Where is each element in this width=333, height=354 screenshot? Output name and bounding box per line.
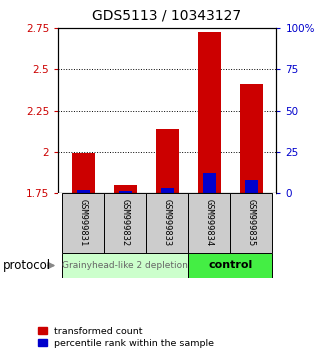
- Bar: [72, 153, 95, 193]
- Bar: [245, 180, 257, 193]
- Bar: [63, 193, 105, 253]
- Legend: transformed count, percentile rank within the sample: transformed count, percentile rank withi…: [38, 327, 214, 348]
- Bar: [161, 188, 174, 193]
- Text: GSM999831: GSM999831: [79, 199, 88, 247]
- Bar: [147, 193, 188, 253]
- Bar: [77, 190, 90, 193]
- Text: control: control: [208, 261, 252, 270]
- Bar: [119, 191, 132, 193]
- Text: GSM999835: GSM999835: [247, 199, 256, 247]
- Bar: [198, 32, 221, 193]
- Bar: [105, 193, 147, 253]
- Text: protocol: protocol: [3, 259, 52, 272]
- Bar: [230, 193, 272, 253]
- Text: GSM999833: GSM999833: [163, 199, 172, 247]
- Bar: [188, 253, 272, 278]
- Text: GSM999832: GSM999832: [121, 199, 130, 247]
- Bar: [188, 193, 230, 253]
- Text: GSM999834: GSM999834: [205, 199, 214, 247]
- Bar: [240, 84, 263, 193]
- Bar: [203, 173, 216, 193]
- Bar: [156, 129, 179, 193]
- Text: GDS5113 / 10343127: GDS5113 / 10343127: [92, 9, 241, 23]
- Bar: [114, 185, 137, 193]
- Bar: [63, 253, 188, 278]
- Text: Grainyhead-like 2 depletion: Grainyhead-like 2 depletion: [63, 261, 188, 270]
